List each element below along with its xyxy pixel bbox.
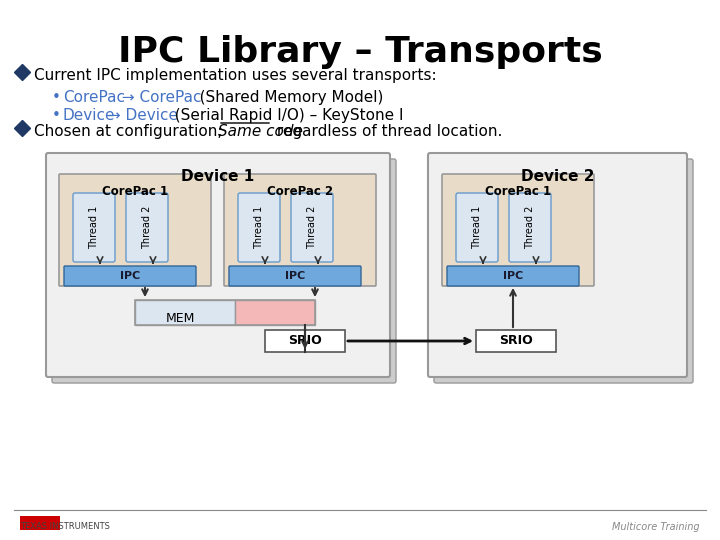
Text: Thread 2: Thread 2: [525, 206, 535, 249]
FancyBboxPatch shape: [456, 193, 498, 262]
Bar: [476, 330, 556, 352]
FancyBboxPatch shape: [442, 174, 594, 286]
Text: → Device: → Device: [103, 108, 178, 123]
Text: MEM: MEM: [166, 312, 194, 325]
FancyBboxPatch shape: [447, 266, 579, 286]
Text: TEXAS INSTRUMENTS: TEXAS INSTRUMENTS: [20, 522, 110, 531]
Text: IPC: IPC: [503, 271, 523, 281]
Text: •: •: [52, 108, 66, 123]
FancyBboxPatch shape: [238, 193, 280, 262]
Bar: [135, 300, 315, 325]
Bar: [20, 516, 60, 530]
FancyBboxPatch shape: [46, 153, 390, 377]
Bar: [135, 300, 235, 325]
Text: IPC: IPC: [120, 271, 140, 281]
FancyBboxPatch shape: [291, 193, 333, 262]
FancyBboxPatch shape: [434, 159, 693, 383]
Text: Thread 1: Thread 1: [472, 206, 482, 249]
Text: CorePac 1: CorePac 1: [485, 185, 551, 198]
Text: Same code: Same code: [218, 124, 303, 139]
Text: SRIO: SRIO: [499, 334, 533, 348]
Text: regardless of thread location.: regardless of thread location.: [272, 124, 503, 139]
Text: Device 1: Device 1: [181, 169, 255, 184]
FancyBboxPatch shape: [229, 266, 361, 286]
FancyBboxPatch shape: [509, 193, 551, 262]
FancyBboxPatch shape: [126, 193, 168, 262]
Bar: [265, 330, 345, 352]
Text: Thread 1: Thread 1: [254, 206, 264, 249]
Text: SRIO: SRIO: [288, 334, 322, 348]
Text: Device 2: Device 2: [521, 169, 594, 184]
FancyBboxPatch shape: [52, 159, 396, 383]
Text: Device: Device: [63, 108, 115, 123]
Text: Thread 1: Thread 1: [89, 206, 99, 249]
FancyBboxPatch shape: [428, 153, 687, 377]
Text: Chosen at configuration;: Chosen at configuration;: [34, 124, 228, 139]
Text: Thread 2: Thread 2: [142, 206, 152, 249]
Text: Multicore Training: Multicore Training: [613, 522, 700, 532]
Text: IPC: IPC: [285, 271, 305, 281]
Text: IPC Library – Transports: IPC Library – Transports: [117, 35, 603, 69]
Text: CorePac 2: CorePac 2: [267, 185, 333, 198]
FancyBboxPatch shape: [59, 174, 211, 286]
Text: •: •: [52, 90, 66, 105]
FancyBboxPatch shape: [64, 266, 196, 286]
FancyBboxPatch shape: [73, 193, 115, 262]
Text: → CorePac: → CorePac: [117, 90, 202, 105]
Text: CorePac: CorePac: [63, 90, 125, 105]
FancyBboxPatch shape: [224, 174, 376, 286]
Text: CorePac 1: CorePac 1: [102, 185, 168, 198]
Bar: [235, 300, 315, 325]
Text: (Shared Memory Model): (Shared Memory Model): [185, 90, 383, 105]
Text: Current IPC implementation uses several transports:: Current IPC implementation uses several …: [34, 68, 436, 83]
Text: Thread 2: Thread 2: [307, 206, 317, 249]
Text: (Serial Rapid I/O) – KeyStone I: (Serial Rapid I/O) – KeyStone I: [165, 108, 403, 123]
